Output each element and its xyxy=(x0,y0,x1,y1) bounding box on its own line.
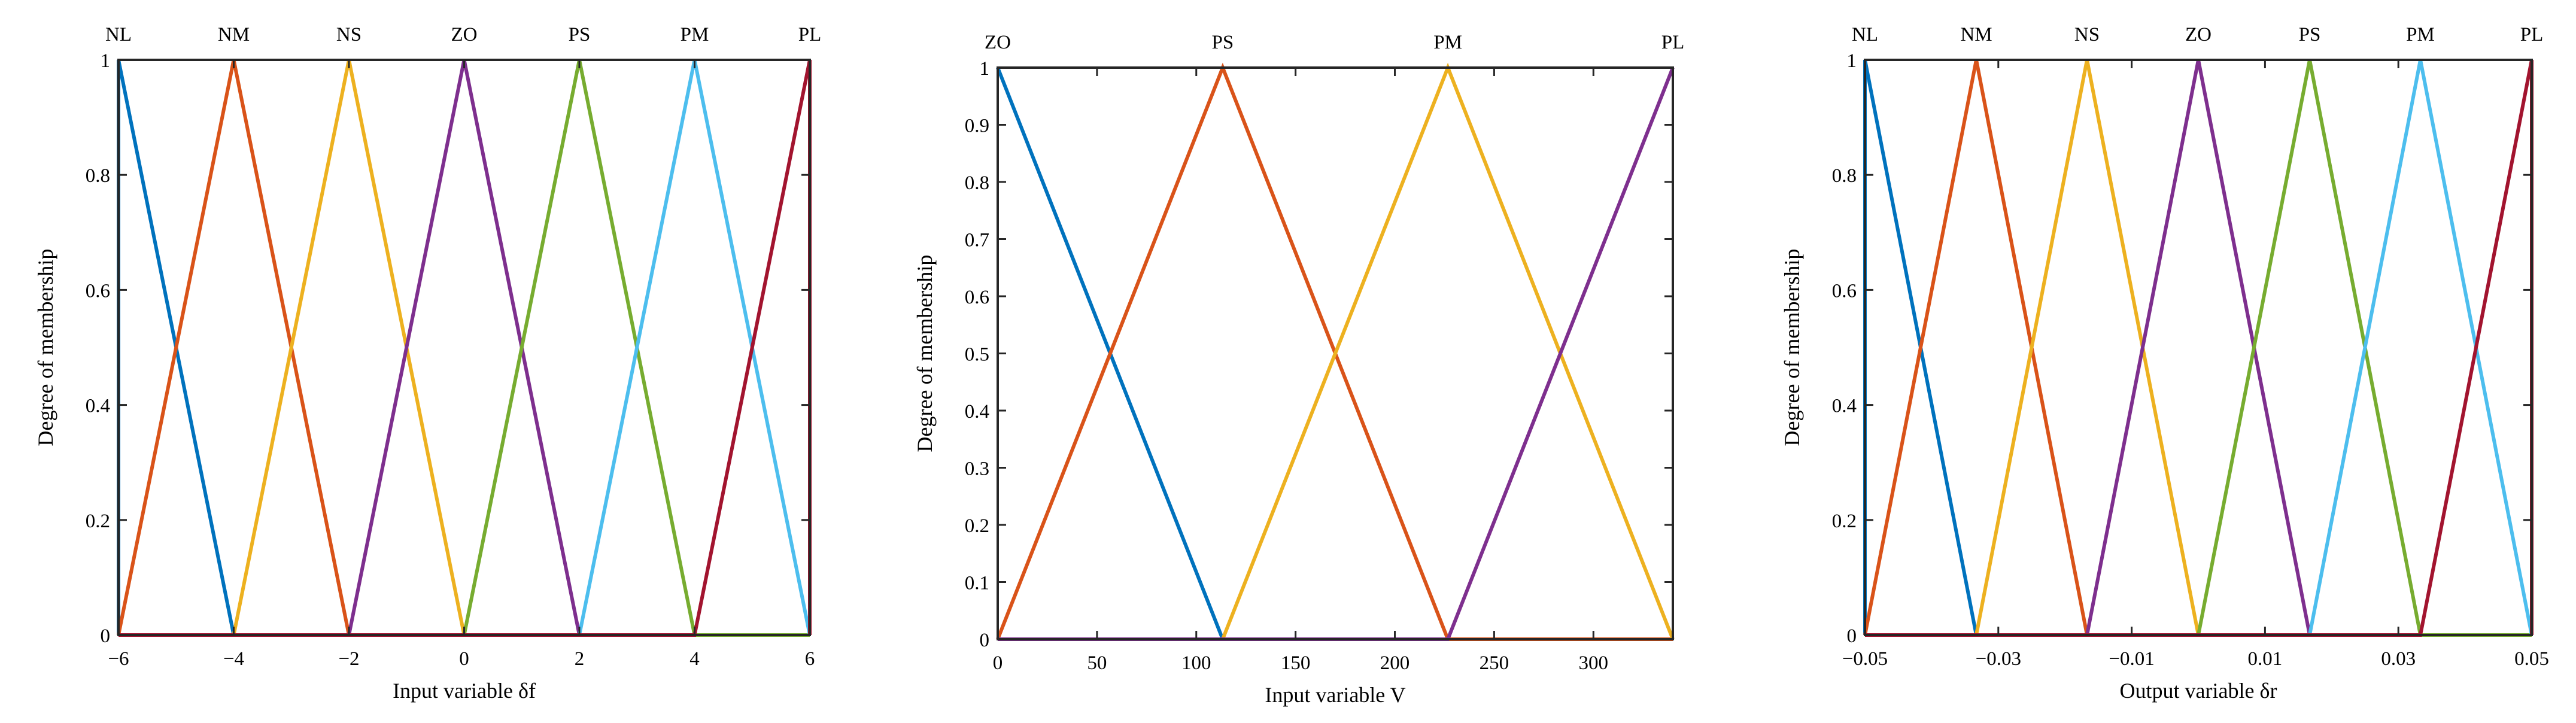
y-tick-label: 0.5 xyxy=(965,344,989,366)
axes-frame xyxy=(117,59,811,636)
x-tick-label: 50 xyxy=(1087,652,1107,674)
series-line-ns xyxy=(119,59,810,637)
y-tick-label: 0.8 xyxy=(1832,165,1857,187)
x-tick-label: −0.01 xyxy=(2109,648,2154,670)
mf-label-nm: NM xyxy=(218,24,250,45)
series-line-ps xyxy=(119,59,810,637)
y-tick-label: 1 xyxy=(1847,50,1857,72)
x-tick-label: −0.05 xyxy=(1842,648,1888,670)
chart-2: 0 50 100 150 200 250 300 0 0.1 0.2 0.3 0.4 0.5 0.6 0.7… xyxy=(913,32,1684,707)
x-tick-label: −4 xyxy=(223,648,244,670)
mf-label-pm: PM xyxy=(681,24,709,45)
x-tick-label: −6 xyxy=(108,648,129,670)
y-tick-label: 0.2 xyxy=(965,515,989,537)
y-tick-label: 1 xyxy=(101,50,111,72)
y-tick-label: 0.2 xyxy=(1832,511,1857,532)
x-tick-label: 100 xyxy=(1181,652,1211,674)
mf-label-nl: NL xyxy=(105,24,132,45)
y-tick-label: 0 xyxy=(1847,625,1857,647)
mf-label-zo: ZO xyxy=(451,24,478,45)
mf-label-pm: PM xyxy=(2406,24,2435,45)
series-line-pm xyxy=(1865,59,2534,637)
x-tick-label: −0.03 xyxy=(1976,648,2021,670)
series-line-nl xyxy=(1863,59,2532,637)
mf-label-ns: NS xyxy=(336,24,362,45)
x-tick-label: 150 xyxy=(1281,652,1311,674)
y-tick-label: 1 xyxy=(980,58,990,80)
mf-label-zo: ZO xyxy=(2185,24,2212,45)
series-line-zo xyxy=(119,59,810,637)
series-line-pm xyxy=(119,59,812,637)
y-tick-label: 0.1 xyxy=(965,573,989,594)
y-tick-label: 0.4 xyxy=(86,396,110,417)
mf-label-pl: PL xyxy=(2520,24,2544,45)
x-tick-label: 300 xyxy=(1579,652,1609,674)
x-tick-label: 0.05 xyxy=(2514,648,2549,670)
x-axis-label: Input variable V xyxy=(1265,683,1405,707)
mf-label-ps: PS xyxy=(569,24,591,45)
y-tick-label: 0.3 xyxy=(965,458,989,480)
y-tick-label: 0.8 xyxy=(965,172,989,194)
x-tick-label: 2 xyxy=(575,648,585,670)
mf-label-ps: PS xyxy=(2299,24,2321,45)
series-line-nl xyxy=(117,59,810,637)
y-tick-label: 0.9 xyxy=(965,116,989,137)
y-tick-label: 0.7 xyxy=(965,230,989,251)
chart-3: −0.05 −0.03 −0.01 0.01 0.03 0.05 0 0.2 0.4 0.6 0.8… xyxy=(1780,24,2549,703)
x-tick-label: 0.01 xyxy=(2248,648,2283,670)
series-line-ns xyxy=(1865,59,2532,637)
x-tick-label: 0 xyxy=(993,652,1003,674)
series-line-zo xyxy=(1865,59,2532,637)
mf-label-pm: PM xyxy=(1433,32,1462,53)
series-line-pm xyxy=(998,62,1675,641)
x-axis-label: Output variable δr xyxy=(2120,679,2277,703)
y-tick-label: 0.4 xyxy=(1832,396,1857,417)
mf-label-pl: PL xyxy=(1661,32,1685,53)
series-line-ps xyxy=(1865,59,2532,637)
x-tick-label: 0 xyxy=(459,648,469,670)
y-axis-label: Degree of membership xyxy=(913,255,937,452)
series-line-pl xyxy=(1865,59,2534,637)
x-axis-label: Input variable δf xyxy=(393,679,536,703)
series-line-pl xyxy=(119,59,812,637)
x-tick-label: 200 xyxy=(1380,652,1410,674)
chart-1: −6 −4 −2 0 2 4 6 0 0.2 0.4 0.6 0.8 1 NL NM NS ZO PS PM PL In… xyxy=(34,24,821,703)
mf-label-ps: PS xyxy=(1212,32,1234,53)
y-tick-label: 0 xyxy=(101,625,111,647)
series-line-nm xyxy=(1863,59,2532,637)
y-tick-label: 0.2 xyxy=(86,511,110,532)
y-tick-label: 0.6 xyxy=(86,280,110,302)
y-axis-label: Degree of membership xyxy=(1780,249,1804,446)
series-line-nm xyxy=(117,59,810,637)
y-tick-label: 0.8 xyxy=(86,165,110,187)
mf-label-zo: ZO xyxy=(985,32,1011,53)
y-tick-label: 0.6 xyxy=(1832,280,1857,302)
mf-label-ns: NS xyxy=(2074,24,2100,45)
y-axis-label: Degree of membership xyxy=(34,249,57,446)
axes-frame xyxy=(1864,59,2533,636)
x-tick-label: 6 xyxy=(805,648,815,670)
mf-label-nm: NM xyxy=(1960,24,1992,45)
mf-label-pl: PL xyxy=(798,24,822,45)
mf-label-nl: NL xyxy=(1852,24,1878,45)
y-tick-label: 0.4 xyxy=(965,401,989,423)
y-tick-label: 0.6 xyxy=(965,287,989,308)
x-tick-label: 250 xyxy=(1480,652,1509,674)
x-tick-label: 0.03 xyxy=(2381,648,2416,670)
y-tick-label: 0 xyxy=(980,630,990,651)
x-tick-label: −2 xyxy=(338,648,359,670)
x-tick-label: 4 xyxy=(689,648,700,670)
